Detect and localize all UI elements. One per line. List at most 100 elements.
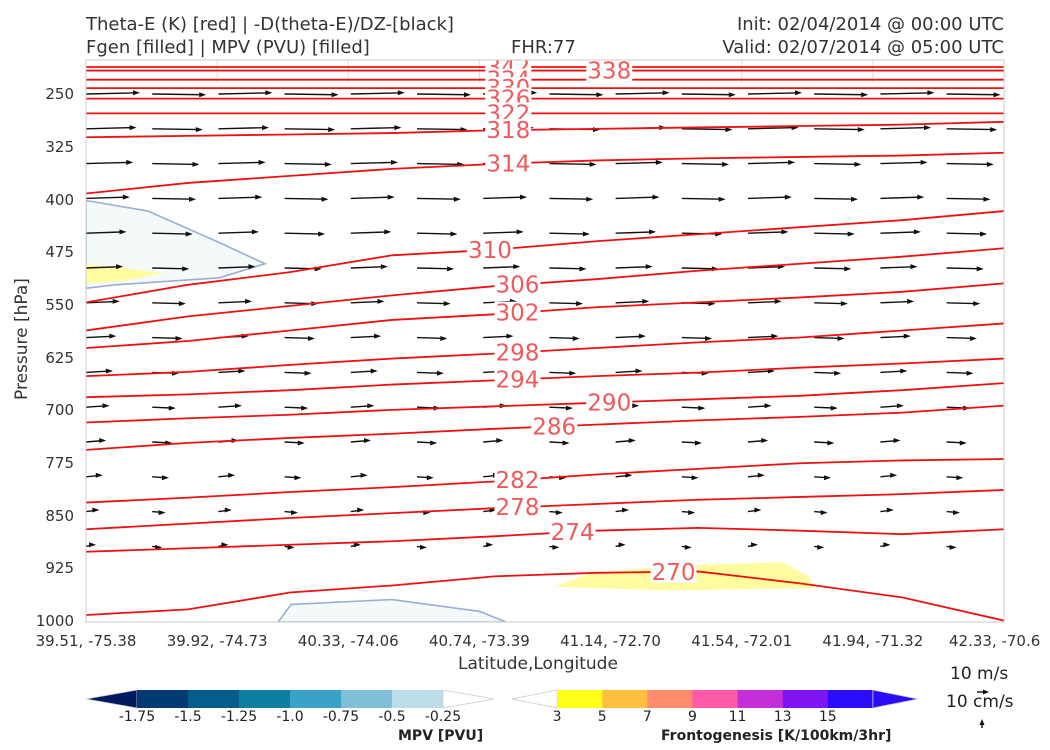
contour-label: 302 xyxy=(496,301,540,327)
wind-vector xyxy=(416,231,458,237)
contour-label-bg xyxy=(494,496,541,519)
contour-label-bg xyxy=(494,368,541,391)
wind-vector xyxy=(747,333,779,339)
wind-vector xyxy=(814,405,838,411)
wind-vector xyxy=(483,333,514,339)
mpv-colorbar-tick-label: -1.5 xyxy=(174,709,202,725)
fgen-colorbar-segment xyxy=(511,689,558,709)
wind-vector xyxy=(681,196,726,202)
mpv-colorbar-tick-label: -0.25 xyxy=(424,709,462,725)
wind-vector xyxy=(86,125,137,131)
wind-vector xyxy=(880,333,911,339)
wind-vector xyxy=(615,368,643,374)
fgen-colorbar-tick-label: 5 xyxy=(597,709,607,725)
wind-vector xyxy=(350,368,378,374)
wind-vector xyxy=(615,542,626,548)
y-tick-label: 325 xyxy=(45,137,74,156)
plot-area xyxy=(86,60,1004,622)
mpv-colorbar-tick-label: -0.75 xyxy=(322,709,360,725)
wind-vector xyxy=(86,264,124,270)
wind-vector xyxy=(814,510,828,516)
wind-vector xyxy=(880,542,891,548)
contour-label-bg xyxy=(485,152,532,175)
wind-vector xyxy=(350,472,368,478)
x-tick-label: 40.74, -73.39 xyxy=(429,632,530,650)
wind-vector xyxy=(218,298,253,304)
wind-vector xyxy=(615,90,670,96)
wind-vector xyxy=(814,161,862,167)
wind-vector xyxy=(615,437,636,443)
wind-vector xyxy=(350,507,365,513)
wind-vector xyxy=(152,266,190,272)
wind-vector xyxy=(681,405,706,411)
wind-vector xyxy=(152,475,169,481)
wind-vector xyxy=(615,264,653,270)
wind-vector xyxy=(814,544,825,550)
mpv-colorbar-segment xyxy=(442,689,495,709)
wind-vector xyxy=(218,159,266,165)
wind-vector xyxy=(814,440,835,446)
wind-vector xyxy=(350,298,385,304)
wind-vector xyxy=(880,229,921,235)
fgen-colorbar-tick-label: 15 xyxy=(818,709,837,725)
wind-vector xyxy=(549,301,584,307)
wind-vector xyxy=(747,229,789,235)
wind-vector xyxy=(814,335,845,341)
wind-vector xyxy=(549,266,587,272)
wind-vector xyxy=(416,475,434,481)
x-tick-label: 40.33, -74.06 xyxy=(297,632,399,650)
wind-vector xyxy=(218,368,246,374)
wind-vector xyxy=(218,125,270,131)
fgen-colorbar-label: Frontogenesis [K/100km/3hr] xyxy=(661,728,892,744)
wind-vector xyxy=(350,90,405,96)
contour-label-bg xyxy=(586,60,633,82)
y-tick-label: 475 xyxy=(45,243,74,262)
wind-vector xyxy=(86,542,96,548)
wind-vector xyxy=(284,475,302,481)
wind-vector xyxy=(549,544,560,550)
mpv-colorbar-segment xyxy=(188,690,240,708)
y-tick-label: 850 xyxy=(45,506,74,525)
vector-key-vertical-arrow xyxy=(979,719,985,728)
mpv-colorbar-segment xyxy=(341,690,393,708)
contour-label: 314 xyxy=(486,151,530,177)
wind-vector xyxy=(681,510,696,516)
theta-e-contour xyxy=(86,458,1004,504)
y-tick-label: 550 xyxy=(45,295,74,314)
title-center: FHR:77 xyxy=(511,37,576,58)
wind-vector xyxy=(152,335,183,341)
mpv-colorbar-segment xyxy=(85,689,138,709)
y-tick-label: 700 xyxy=(45,401,74,420)
wind-vector xyxy=(615,159,663,165)
wind-vector xyxy=(350,437,371,443)
wind-vector xyxy=(814,196,859,202)
wind-vector xyxy=(483,194,528,200)
wind-vector xyxy=(416,335,448,341)
wind-vector xyxy=(416,544,427,550)
vector-key-horizontal-arrow xyxy=(977,689,989,695)
wind-vector xyxy=(549,92,604,98)
contour-label-bg xyxy=(494,273,541,296)
x-tick-label: 41.54, -72.01 xyxy=(691,632,793,650)
wind-vector xyxy=(880,437,901,443)
wind-vector xyxy=(86,298,120,304)
theta-e-contour xyxy=(86,247,1004,332)
mpv-shaded-region xyxy=(277,598,507,622)
mpv-colorbar-label: MPV [PVU] xyxy=(398,728,484,744)
wind-vector xyxy=(416,196,461,202)
wind-vector xyxy=(218,90,273,96)
wind-vector xyxy=(549,161,597,167)
wind-vector xyxy=(880,90,935,96)
wind-vector xyxy=(86,368,113,374)
wind-vector xyxy=(416,301,451,307)
title-left-line2: Fgen [filled] | MPV (PVU) [filled] xyxy=(86,37,370,58)
wind-vector xyxy=(416,440,438,446)
wind-vector xyxy=(615,298,650,304)
y-axis-label: Pressure [hPa] xyxy=(12,278,32,400)
wind-vector xyxy=(218,542,229,548)
x-axis-label: Latitude,Longitude xyxy=(458,654,618,674)
title-right-line2: Valid: 02/07/2014 @ 05:00 UTC xyxy=(722,37,1004,58)
theta-e-contour xyxy=(86,282,1004,349)
fgen-colorbar-segment xyxy=(737,690,784,708)
wind-vector xyxy=(946,301,981,307)
